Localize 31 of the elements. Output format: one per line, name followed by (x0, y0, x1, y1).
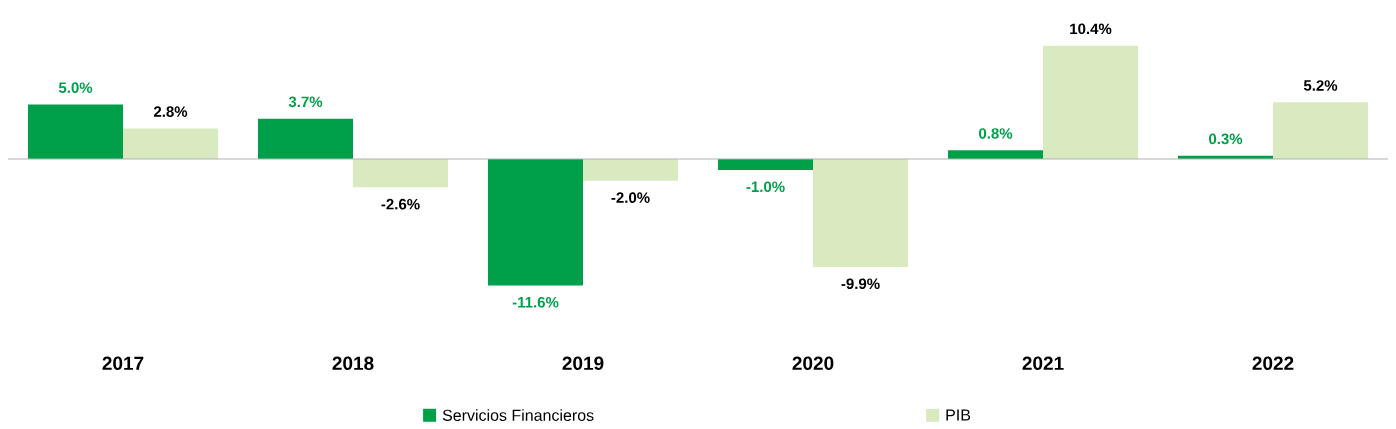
data-label: 5.2% (1303, 80, 1338, 91)
x-tick-label: 2017 (102, 356, 144, 371)
bar (718, 159, 814, 170)
x-tick-label: 2018 (332, 356, 374, 371)
x-tick-label: 2019 (562, 356, 604, 371)
bar (353, 159, 448, 188)
bar (28, 104, 123, 159)
data-label: 5.0% (58, 82, 93, 93)
x-tick-label: 2021 (1022, 356, 1064, 371)
bar (1043, 45, 1139, 159)
data-label: -11.6% (512, 296, 559, 308)
data-label: -2.0% (611, 192, 650, 203)
data-label: -2.6% (381, 198, 420, 210)
bar (1273, 102, 1369, 159)
bar (948, 150, 1044, 159)
data-label: -1.0% (746, 181, 785, 193)
bar (813, 159, 909, 267)
x-tick-label: 2020 (792, 356, 834, 371)
legend-label: Servicios Financieros (442, 409, 594, 421)
data-label: 10.4% (1070, 23, 1112, 35)
bar (258, 118, 353, 159)
data-label: 0.3% (1209, 133, 1243, 145)
bar (123, 128, 218, 159)
data-label: 3.7% (288, 96, 323, 108)
x-tick-label: 2022 (1252, 356, 1294, 371)
legend-label: PIB (946, 409, 971, 421)
data-label: 0.8% (979, 128, 1013, 139)
bar (488, 159, 584, 286)
data-label: 2.8% (153, 106, 188, 117)
data-label: -9.9% (841, 278, 880, 290)
bar (583, 159, 679, 181)
